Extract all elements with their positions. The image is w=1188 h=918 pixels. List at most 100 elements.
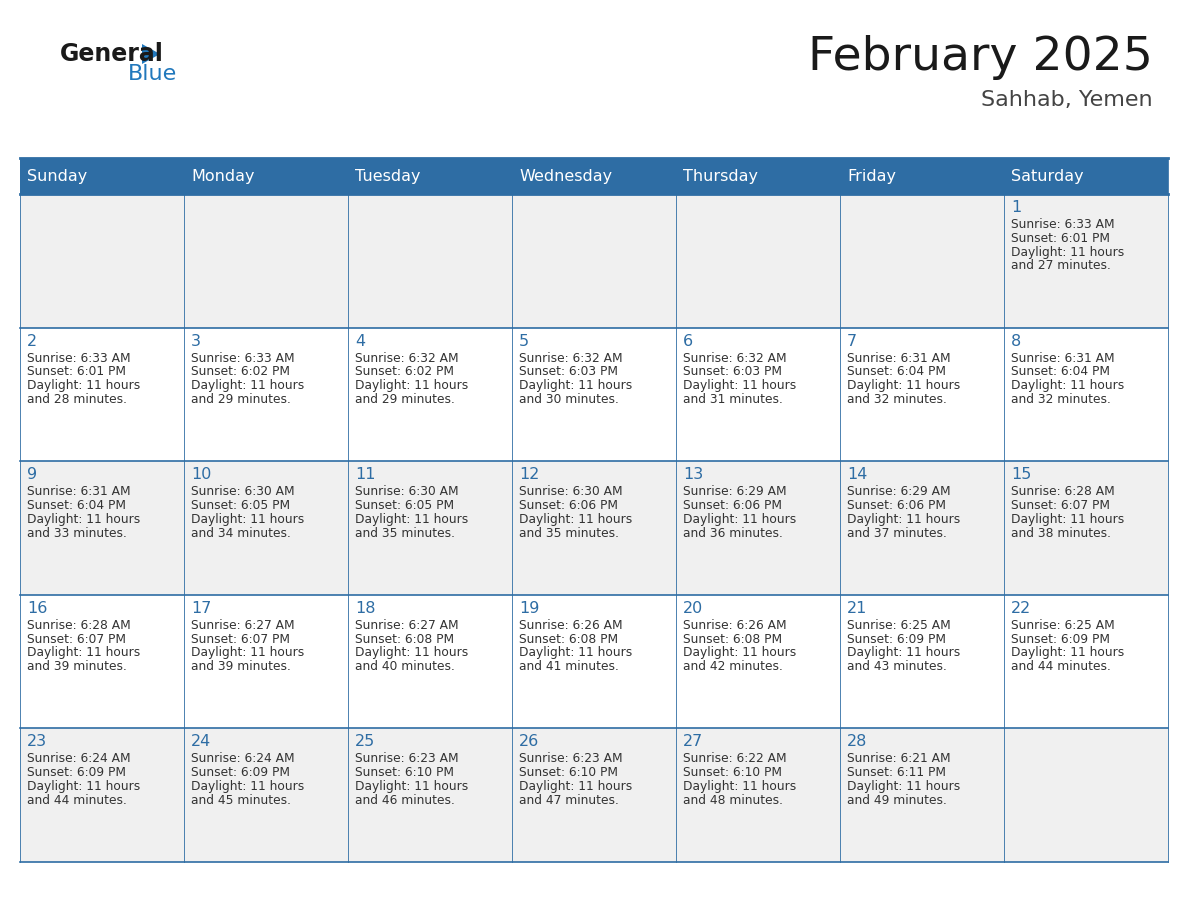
Text: Sunset: 6:09 PM: Sunset: 6:09 PM [191, 767, 290, 779]
Text: Daylight: 11 hours: Daylight: 11 hours [683, 780, 796, 793]
Bar [840, 595, 1004, 728]
Text: Sunset: 6:01 PM: Sunset: 6:01 PM [27, 365, 126, 378]
Text: Daylight: 11 hours: Daylight: 11 hours [519, 513, 632, 526]
Text: Sunset: 6:10 PM: Sunset: 6:10 PM [355, 767, 454, 779]
Text: Sunrise: 6:24 AM: Sunrise: 6:24 AM [191, 753, 295, 766]
Text: Sunrise: 6:31 AM: Sunrise: 6:31 AM [1011, 352, 1114, 364]
Bar [348, 158, 512, 194]
Text: Sunrise: 6:23 AM: Sunrise: 6:23 AM [355, 753, 459, 766]
Text: Daylight: 11 hours: Daylight: 11 hours [847, 379, 960, 392]
Text: Daylight: 11 hours: Daylight: 11 hours [519, 646, 632, 659]
Text: Sunrise: 6:27 AM: Sunrise: 6:27 AM [191, 619, 295, 632]
Bar [348, 328, 512, 461]
Bar [20, 728, 184, 862]
Text: and 32 minutes.: and 32 minutes. [847, 393, 947, 406]
Text: Daylight: 11 hours: Daylight: 11 hours [355, 780, 468, 793]
Text: 23: 23 [27, 734, 48, 749]
Text: Daylight: 11 hours: Daylight: 11 hours [683, 646, 796, 659]
Text: and 38 minutes.: and 38 minutes. [1011, 527, 1111, 540]
Text: Sunset: 6:09 PM: Sunset: 6:09 PM [847, 633, 946, 645]
Text: Daylight: 11 hours: Daylight: 11 hours [1011, 513, 1124, 526]
Text: and 29 minutes.: and 29 minutes. [355, 393, 455, 406]
Text: Daylight: 11 hours: Daylight: 11 hours [1011, 246, 1124, 259]
Text: Sunrise: 6:33 AM: Sunrise: 6:33 AM [1011, 218, 1114, 231]
Text: Sunrise: 6:26 AM: Sunrise: 6:26 AM [519, 619, 623, 632]
Text: Tuesday: Tuesday [355, 169, 421, 184]
Text: and 30 minutes.: and 30 minutes. [519, 393, 619, 406]
Text: Sunset: 6:10 PM: Sunset: 6:10 PM [683, 767, 782, 779]
Text: 8: 8 [1011, 333, 1022, 349]
Text: Sunset: 6:03 PM: Sunset: 6:03 PM [683, 365, 782, 378]
Text: and 32 minutes.: and 32 minutes. [1011, 393, 1111, 406]
Text: 27: 27 [683, 734, 703, 749]
Text: Sunset: 6:06 PM: Sunset: 6:06 PM [683, 499, 782, 512]
Text: Sunrise: 6:24 AM: Sunrise: 6:24 AM [27, 753, 131, 766]
Bar [840, 194, 1004, 328]
Bar [840, 461, 1004, 595]
Text: Sunset: 6:04 PM: Sunset: 6:04 PM [1011, 365, 1110, 378]
Polygon shape [143, 44, 160, 64]
Text: and 33 minutes.: and 33 minutes. [27, 527, 127, 540]
Bar [512, 194, 676, 328]
Text: Sunset: 6:09 PM: Sunset: 6:09 PM [1011, 633, 1110, 645]
Text: Sunrise: 6:30 AM: Sunrise: 6:30 AM [519, 486, 623, 498]
Text: Monday: Monday [191, 169, 254, 184]
Text: Sunrise: 6:28 AM: Sunrise: 6:28 AM [1011, 486, 1114, 498]
Bar [1004, 328, 1168, 461]
Text: Sunset: 6:07 PM: Sunset: 6:07 PM [27, 633, 126, 645]
Text: 2: 2 [27, 333, 37, 349]
Text: 6: 6 [683, 333, 693, 349]
Text: and 37 minutes.: and 37 minutes. [847, 527, 947, 540]
Text: Sunset: 6:08 PM: Sunset: 6:08 PM [519, 633, 618, 645]
Text: Sunrise: 6:31 AM: Sunrise: 6:31 AM [847, 352, 950, 364]
Bar [1004, 728, 1168, 862]
Text: Daylight: 11 hours: Daylight: 11 hours [191, 513, 304, 526]
Text: Sunrise: 6:32 AM: Sunrise: 6:32 AM [683, 352, 786, 364]
Text: Sunrise: 6:25 AM: Sunrise: 6:25 AM [1011, 619, 1114, 632]
Bar [20, 328, 184, 461]
Bar [20, 461, 184, 595]
Text: Daylight: 11 hours: Daylight: 11 hours [27, 379, 140, 392]
Text: 19: 19 [519, 600, 539, 616]
Text: 10: 10 [191, 467, 211, 482]
Text: Wednesday: Wednesday [519, 169, 612, 184]
Bar [676, 461, 840, 595]
Text: Sunset: 6:07 PM: Sunset: 6:07 PM [191, 633, 290, 645]
Bar [184, 194, 348, 328]
Bar [1004, 461, 1168, 595]
Text: Sunset: 6:06 PM: Sunset: 6:06 PM [519, 499, 618, 512]
Text: and 47 minutes.: and 47 minutes. [519, 794, 619, 807]
Text: and 27 minutes.: and 27 minutes. [1011, 260, 1111, 273]
Text: Daylight: 11 hours: Daylight: 11 hours [191, 379, 304, 392]
Text: Daylight: 11 hours: Daylight: 11 hours [355, 513, 468, 526]
Text: 24: 24 [191, 734, 211, 749]
Text: 21: 21 [847, 600, 867, 616]
Text: and 34 minutes.: and 34 minutes. [191, 527, 291, 540]
Text: Sunset: 6:01 PM: Sunset: 6:01 PM [1011, 232, 1110, 245]
Bar [676, 328, 840, 461]
Text: Sunset: 6:07 PM: Sunset: 6:07 PM [1011, 499, 1110, 512]
Text: Sunrise: 6:27 AM: Sunrise: 6:27 AM [355, 619, 459, 632]
Text: and 44 minutes.: and 44 minutes. [1011, 660, 1111, 673]
Bar [512, 158, 676, 194]
Bar [1004, 158, 1168, 194]
Text: Daylight: 11 hours: Daylight: 11 hours [847, 780, 960, 793]
Bar [840, 728, 1004, 862]
Text: Sunrise: 6:25 AM: Sunrise: 6:25 AM [847, 619, 950, 632]
Bar [184, 728, 348, 862]
Text: Daylight: 11 hours: Daylight: 11 hours [519, 780, 632, 793]
Text: and 39 minutes.: and 39 minutes. [191, 660, 291, 673]
Text: and 35 minutes.: and 35 minutes. [355, 527, 455, 540]
Bar [20, 194, 184, 328]
Bar [676, 158, 840, 194]
Text: Sunrise: 6:21 AM: Sunrise: 6:21 AM [847, 753, 950, 766]
Text: Daylight: 11 hours: Daylight: 11 hours [683, 513, 796, 526]
Text: and 31 minutes.: and 31 minutes. [683, 393, 783, 406]
Bar [184, 461, 348, 595]
Text: Daylight: 11 hours: Daylight: 11 hours [27, 513, 140, 526]
Text: and 36 minutes.: and 36 minutes. [683, 527, 783, 540]
Bar [184, 328, 348, 461]
Text: Daylight: 11 hours: Daylight: 11 hours [847, 646, 960, 659]
Bar [184, 595, 348, 728]
Text: and 42 minutes.: and 42 minutes. [683, 660, 783, 673]
